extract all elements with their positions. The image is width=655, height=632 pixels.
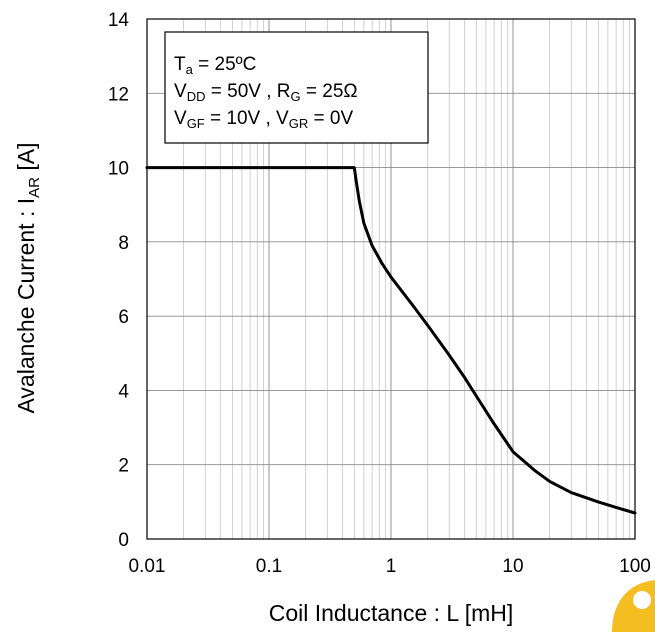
y-tick-label: 14 xyxy=(108,10,130,31)
x-axis-title: Coil Inductance : L [mH] xyxy=(269,600,514,626)
condition-text: V xyxy=(174,108,187,129)
watermark-logo xyxy=(612,580,655,632)
condition-text: T xyxy=(174,54,186,75)
legend-frame xyxy=(164,31,429,144)
y-tick-label: 2 xyxy=(118,456,129,477)
condition-text: = 25Ω xyxy=(301,81,358,102)
condition-text: = 0V xyxy=(308,108,353,129)
x-tick-label: 100 xyxy=(619,556,651,577)
plot-frame xyxy=(146,18,636,540)
condition-text: = 25ºC xyxy=(193,54,256,75)
y-tick-label: 12 xyxy=(108,84,129,105)
condition-line: Ta = 25ºC xyxy=(174,54,256,77)
series-layer xyxy=(145,166,637,515)
condition-text: = 50V , R xyxy=(205,81,290,102)
x-tick-label: 0.01 xyxy=(129,556,166,577)
y-axis-title-main: Avalanche Current : I xyxy=(13,198,39,414)
x-tick-label: 1 xyxy=(386,556,397,577)
condition-line: VGF = 10V , VGR = 0V xyxy=(174,108,353,131)
y-axis-title: Avalanche Current : IAR [A] xyxy=(13,143,43,414)
condition-subscript: G xyxy=(291,89,301,104)
condition-subscript: DD xyxy=(187,89,206,104)
condition-text: = 10V , V xyxy=(205,108,289,129)
y-axis-title-subscript: AR xyxy=(26,177,43,198)
y-tick-label: 0 xyxy=(118,530,129,551)
y-tick-label: 8 xyxy=(118,233,129,254)
condition-subscript: GF xyxy=(187,116,205,131)
condition-subscript: a xyxy=(186,62,194,77)
avalanche-current-curve xyxy=(145,166,637,515)
condition-line: VDD = 50V , RG = 25Ω xyxy=(174,81,358,104)
x-tick-label: 10 xyxy=(502,556,523,577)
condition-text: V xyxy=(174,81,187,102)
y-tick-label: 10 xyxy=(108,159,129,180)
condition-subscript: GR xyxy=(289,116,309,131)
x-tick-label: 0.1 xyxy=(256,556,282,577)
y-tick-label: 4 xyxy=(118,381,129,402)
y-axis-title-tail: [A] xyxy=(13,143,39,178)
y-tick-label: 6 xyxy=(118,307,129,328)
tick-labels: 0.01 0.1 1 10 100 0 2 4 6 8 10 12 14 xyxy=(108,10,651,577)
